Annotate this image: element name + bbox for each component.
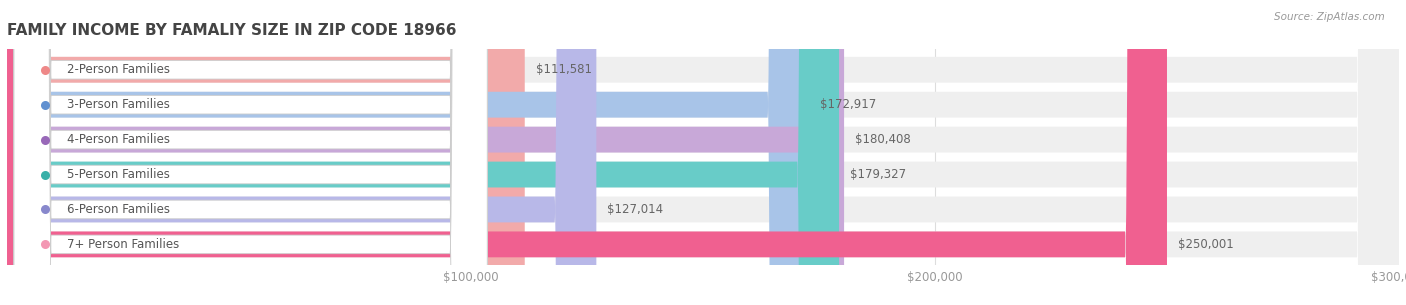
Text: $111,581: $111,581 (536, 63, 592, 76)
Text: $179,327: $179,327 (851, 168, 907, 181)
Text: $250,001: $250,001 (1178, 238, 1234, 251)
FancyBboxPatch shape (7, 0, 596, 305)
FancyBboxPatch shape (14, 0, 488, 305)
Text: 5-Person Families: 5-Person Families (67, 168, 170, 181)
Text: $172,917: $172,917 (821, 98, 877, 111)
Text: Source: ZipAtlas.com: Source: ZipAtlas.com (1274, 12, 1385, 22)
FancyBboxPatch shape (7, 0, 1399, 305)
FancyBboxPatch shape (7, 0, 1399, 305)
FancyBboxPatch shape (7, 0, 810, 305)
Text: $180,408: $180,408 (855, 133, 911, 146)
FancyBboxPatch shape (14, 0, 488, 305)
Text: 6-Person Families: 6-Person Families (67, 203, 170, 216)
FancyBboxPatch shape (14, 0, 488, 305)
Text: 4-Person Families: 4-Person Families (67, 133, 170, 146)
FancyBboxPatch shape (7, 0, 1167, 305)
FancyBboxPatch shape (7, 0, 1399, 305)
Text: 7+ Person Families: 7+ Person Families (67, 238, 180, 251)
FancyBboxPatch shape (14, 0, 488, 305)
FancyBboxPatch shape (14, 0, 488, 305)
FancyBboxPatch shape (7, 0, 1399, 305)
Text: 2-Person Families: 2-Person Families (67, 63, 170, 76)
FancyBboxPatch shape (14, 0, 488, 305)
FancyBboxPatch shape (7, 0, 844, 305)
FancyBboxPatch shape (7, 0, 524, 305)
Text: FAMILY INCOME BY FAMALIY SIZE IN ZIP CODE 18966: FAMILY INCOME BY FAMALIY SIZE IN ZIP COD… (7, 23, 457, 38)
Text: $127,014: $127,014 (607, 203, 664, 216)
FancyBboxPatch shape (7, 0, 839, 305)
FancyBboxPatch shape (7, 0, 1399, 305)
FancyBboxPatch shape (7, 0, 1399, 305)
Text: 3-Person Families: 3-Person Families (67, 98, 170, 111)
